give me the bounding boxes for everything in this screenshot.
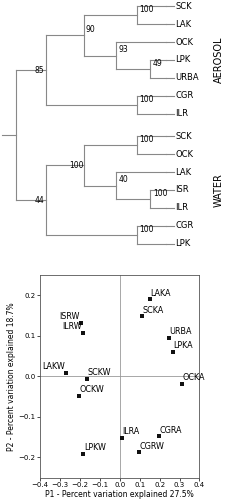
- Text: LPK: LPK: [175, 240, 190, 248]
- Text: LAK: LAK: [175, 20, 191, 28]
- Text: 100: 100: [138, 94, 153, 104]
- Text: 100: 100: [68, 161, 83, 170]
- Y-axis label: P2 - Percent variation explained 18.7%: P2 - Percent variation explained 18.7%: [7, 302, 16, 450]
- Text: 49: 49: [152, 58, 162, 68]
- Text: ILR: ILR: [175, 110, 188, 118]
- Text: SCK: SCK: [175, 132, 191, 141]
- Text: SCK: SCK: [175, 2, 191, 11]
- Text: ILRA: ILRA: [122, 427, 139, 436]
- Text: 44: 44: [35, 196, 44, 204]
- Text: CGR: CGR: [175, 92, 193, 100]
- Text: 93: 93: [118, 46, 128, 54]
- Text: 100: 100: [152, 188, 167, 198]
- Text: SCKA: SCKA: [142, 306, 163, 314]
- Text: OCK: OCK: [175, 150, 193, 158]
- Text: AEROSOL: AEROSOL: [213, 37, 223, 83]
- Text: LAKW: LAKW: [42, 362, 64, 372]
- Text: 40: 40: [118, 176, 128, 184]
- Text: WATER: WATER: [213, 173, 223, 207]
- Text: OCKW: OCKW: [79, 385, 104, 394]
- Text: 100: 100: [138, 135, 153, 144]
- Text: OCK: OCK: [175, 38, 193, 46]
- Text: 90: 90: [85, 25, 95, 34]
- Text: OCKA: OCKA: [182, 373, 204, 382]
- Text: CGRW: CGRW: [139, 442, 164, 451]
- Text: ILRW: ILRW: [62, 322, 81, 331]
- Text: LPKA: LPKA: [173, 342, 192, 350]
- Text: ISR: ISR: [175, 186, 188, 194]
- Text: 100: 100: [138, 224, 153, 234]
- Text: URBA: URBA: [169, 327, 191, 336]
- Text: CGRA: CGRA: [159, 426, 181, 434]
- Text: ILR: ILR: [175, 204, 188, 212]
- Text: 85: 85: [35, 66, 44, 74]
- Text: LAKA: LAKA: [150, 288, 170, 298]
- X-axis label: P1 - Percent variation explained 27.5%: P1 - Percent variation explained 27.5%: [45, 490, 193, 500]
- Text: LAK: LAK: [175, 168, 191, 176]
- Text: 100: 100: [138, 5, 153, 14]
- Text: CGR: CGR: [175, 222, 193, 230]
- Text: LPKW: LPKW: [84, 444, 105, 452]
- Text: LPK: LPK: [175, 56, 190, 64]
- Text: URBA: URBA: [175, 74, 198, 82]
- Text: SCKW: SCKW: [87, 368, 111, 377]
- Text: ISRW: ISRW: [59, 312, 79, 321]
